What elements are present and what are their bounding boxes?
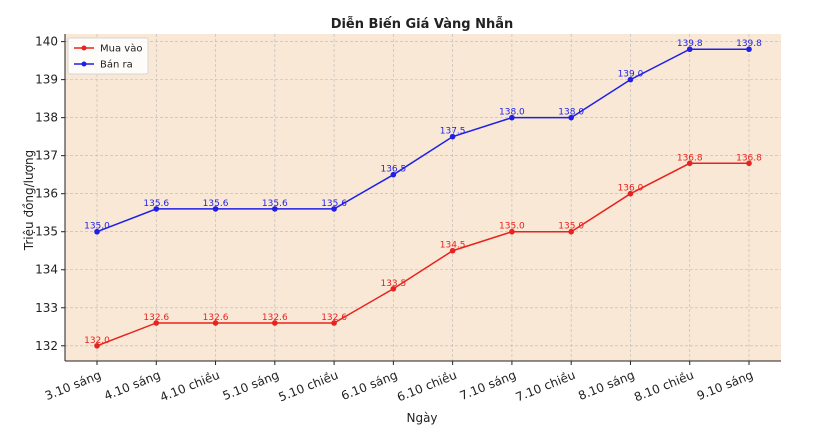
x-axis-title: Ngày [406, 411, 437, 425]
data-label-ban-ra: 139.8 [736, 39, 762, 49]
data-label-ban-ra: 135.6 [321, 199, 347, 209]
data-point-ban-ra [449, 133, 456, 140]
data-point-ban-ra [153, 206, 160, 212]
data-label-ban-ra: 136.5 [380, 165, 406, 175]
data-label-mua-vao: 132.6 [143, 313, 169, 323]
y-tick-label: 140 [35, 35, 58, 49]
y-tick-label: 138 [35, 111, 58, 125]
data-point-ban-ra [272, 206, 278, 212]
data-point-mua-vao [449, 247, 456, 254]
data-point-ban-ra [212, 206, 219, 212]
data-point-ban-ra [94, 228, 100, 235]
data-point-mua-vao [212, 320, 219, 326]
data-point-ban-ra [746, 46, 752, 53]
legend-marker-ban-ra [81, 61, 87, 67]
series-group: 132.0 132.6 132.6 132.6 132.6 133.5 134.5 135.0… [84, 39, 762, 349]
data-label-mua-vao: 135.0 [558, 222, 584, 232]
legend: Mua vào Bán ra [67, 37, 149, 75]
legend-box [67, 37, 149, 75]
y-tick-label: 137 [35, 149, 58, 163]
data-label-ban-ra: 135.0 [84, 222, 110, 232]
data-point-mua-vao [390, 285, 397, 292]
data-point-mua-vao [509, 228, 515, 235]
y-tick-label: 132 [35, 339, 58, 353]
data-point-ban-ra [686, 46, 693, 53]
data-label-mua-vao: 133.5 [380, 279, 406, 289]
legend-label-ban-ra: Bán ra [100, 59, 133, 71]
data-label-mua-vao: 132.6 [262, 313, 288, 323]
y-tick-label: 139 [35, 73, 58, 87]
data-point-ban-ra [627, 76, 634, 83]
data-label-ban-ra: 138.0 [499, 108, 525, 118]
data-label-ban-ra: 137.5 [440, 127, 466, 137]
data-label-mua-vao: 132.6 [321, 313, 347, 323]
data-label-mua-vao: 132.0 [84, 336, 110, 346]
y-tick-label: 135 [35, 225, 58, 239]
data-point-ban-ra [509, 114, 515, 121]
y-tick-label: 136 [35, 187, 58, 201]
y-tick-label: 134 [35, 263, 58, 277]
data-label-mua-vao: 132.6 [203, 313, 229, 323]
data-label-ban-ra: 139.8 [677, 39, 703, 49]
data-label-ban-ra: 138.0 [558, 108, 584, 118]
data-label-mua-vao: 136.8 [736, 153, 762, 163]
data-label-mua-vao: 136.8 [677, 153, 703, 163]
series-line-mua-vao [96, 162, 749, 347]
legend-label-mua-vao: Mua vào [100, 43, 142, 55]
series-line-ban-ra [96, 48, 749, 233]
data-point-ban-ra [568, 114, 574, 121]
chart-title: Diễn Biến Giá Vàng Nhẫn [331, 17, 514, 32]
data-point-mua-vao [746, 160, 752, 167]
y-tick-label: 133 [35, 301, 58, 315]
data-label-ban-ra: 139.0 [618, 70, 644, 80]
data-point-mua-vao [627, 190, 634, 197]
data-point-mua-vao [686, 160, 693, 167]
data-point-mua-vao [153, 320, 160, 326]
data-point-mua-vao [331, 320, 337, 326]
data-point-ban-ra [331, 206, 337, 212]
legend-marker-mua-vao [81, 45, 87, 51]
y-axis-title: Triệu đồng/lượng [22, 150, 36, 251]
data-label-mua-vao: 136.0 [618, 184, 644, 194]
data-point-ban-ra [390, 171, 397, 178]
data-label-mua-vao: 134.5 [440, 241, 466, 251]
data-point-mua-vao [568, 228, 574, 235]
data-point-mua-vao [272, 320, 278, 326]
data-label-mua-vao: 135.0 [499, 222, 525, 232]
data-label-ban-ra: 135.6 [203, 199, 229, 209]
data-label-ban-ra: 135.6 [143, 199, 169, 209]
data-point-mua-vao [94, 342, 100, 349]
plot-area [65, 34, 781, 361]
data-label-ban-ra: 135.6 [262, 199, 288, 209]
